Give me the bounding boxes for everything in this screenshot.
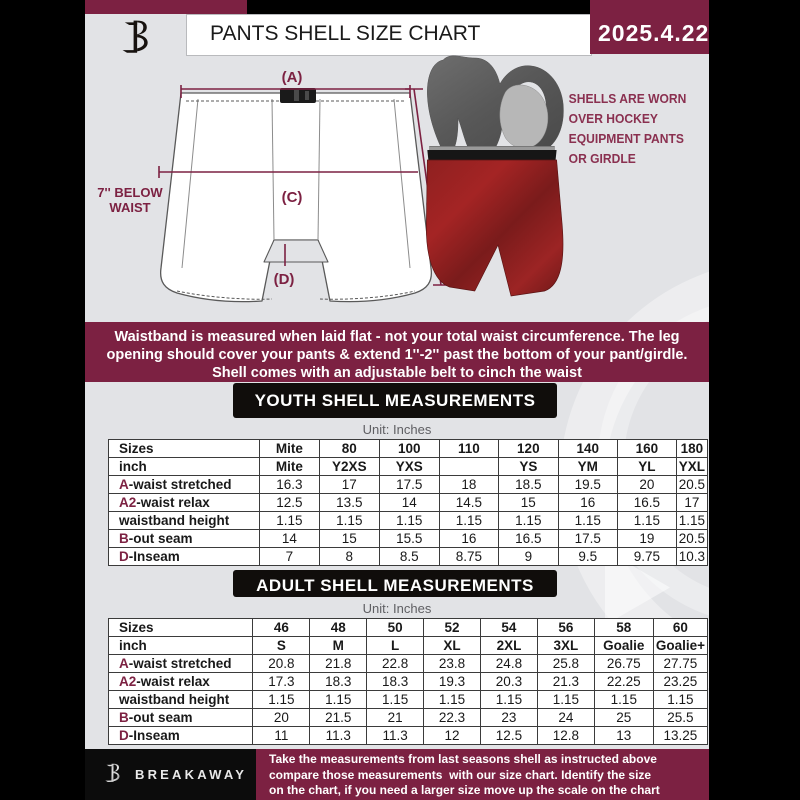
svg-text:OR GIRDLE: OR GIRDLE [569, 152, 636, 166]
svg-text:EQUIPMENT PANTS: EQUIPMENT PANTS [569, 132, 684, 146]
svg-text:OVER HOCKEY: OVER HOCKEY [569, 112, 659, 126]
svg-text:SHELLS ARE WORN: SHELLS ARE WORN [569, 92, 687, 106]
